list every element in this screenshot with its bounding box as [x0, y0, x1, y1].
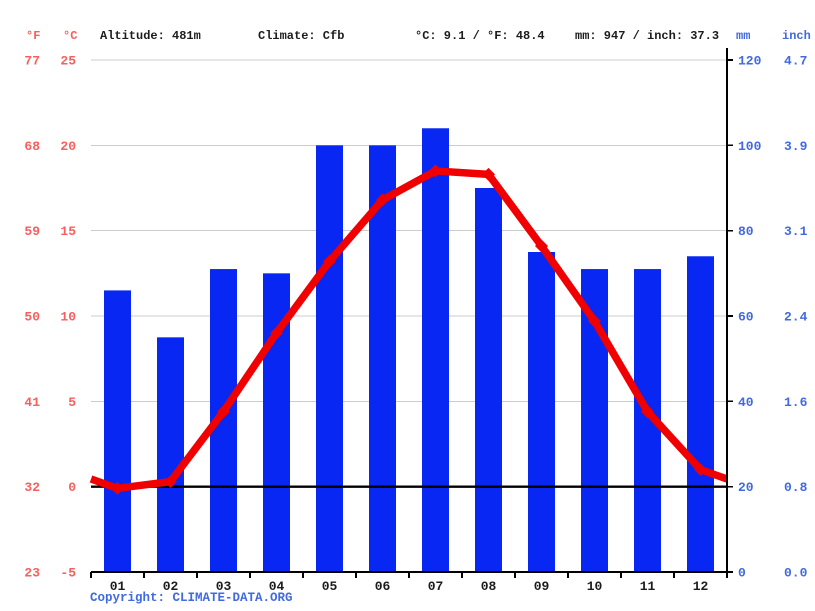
inch-unit-label: inch	[782, 29, 811, 43]
temp-marker	[535, 239, 548, 253]
celsius-tick-label: 20	[60, 139, 76, 154]
avg-temperature-label: °C: 9.1 / °F: 48.4	[415, 29, 545, 43]
month-label: 05	[322, 579, 338, 594]
temp-marker	[164, 475, 177, 489]
precip-bar	[157, 337, 184, 572]
fahrenheit-tick-label: 41	[24, 395, 40, 410]
inch-tick-label: 3.1	[784, 224, 808, 239]
temp-line	[89, 167, 729, 493]
copyright-line: Copyright: CLIMATE-DATA.ORG	[90, 591, 293, 605]
temp-marker	[270, 326, 283, 340]
mm-tick-label: 60	[738, 310, 754, 325]
inch-tick-label: 1.6	[784, 395, 808, 410]
celsius-tick-label: 15	[60, 224, 76, 239]
precip-bar	[475, 188, 502, 572]
month-label: 07	[428, 579, 444, 594]
mm-tick-label: 0	[738, 566, 746, 581]
month-label: 09	[534, 579, 550, 594]
fahrenheit-tick-label: 77	[24, 54, 40, 69]
fahrenheit-unit-label: °F	[26, 29, 41, 43]
mm-tick-label: 80	[738, 224, 754, 239]
temp-marker	[323, 254, 336, 268]
fahrenheit-tick-label: 32	[24, 480, 40, 495]
precip-bar	[422, 128, 449, 572]
altitude-label: Altitude: 481m	[100, 29, 201, 43]
precip-bar	[104, 290, 131, 572]
inch-tick-label: 2.4	[784, 310, 808, 325]
month-label: 04	[269, 579, 285, 594]
month-label: 06	[375, 579, 391, 594]
temp-marker	[376, 193, 389, 207]
celsius-tick-label: 5	[68, 395, 76, 410]
fahrenheit-tick-label: 23	[24, 566, 40, 581]
copyright-prefix: Copyright:	[90, 591, 173, 605]
celsius-tick-label: 25	[60, 54, 76, 69]
mm-tick-label: 20	[738, 480, 754, 495]
month-label: 02	[163, 579, 179, 594]
copyright-link[interactable]: CLIMATE-DATA.ORG	[172, 591, 293, 605]
mm-unit-label: mm	[736, 29, 751, 43]
precip-bar	[316, 145, 343, 573]
total-precip-label: mm: 947 / inch: 37.3	[575, 29, 720, 43]
temp-marker	[217, 405, 230, 419]
precip-bar	[528, 252, 555, 572]
mm-tick-label: 120	[738, 54, 762, 69]
month-label: 08	[481, 579, 497, 594]
fahrenheit-tick-label: 68	[24, 139, 40, 154]
inch-tick-label: 3.9	[784, 139, 808, 154]
precip-bar	[687, 256, 714, 572]
temp-marker	[429, 164, 442, 178]
temp-marker	[482, 167, 495, 181]
fahrenheit-tick-label: 59	[24, 224, 40, 239]
temp-marker	[694, 463, 707, 477]
climate-type-label: Climate: Cfb	[258, 29, 345, 43]
inch-tick-label: 4.7	[784, 54, 807, 69]
temp-marker	[641, 405, 654, 419]
celsius-tick-label: -5	[60, 566, 76, 581]
month-label: 11	[640, 579, 656, 594]
fahrenheit-tick-label: 50	[24, 310, 40, 325]
month-label: 10	[587, 579, 603, 594]
precip-bar	[581, 269, 608, 572]
temp-marker	[588, 314, 601, 328]
inch-tick-label: 0.8	[784, 480, 808, 495]
celsius-tick-label: 0	[68, 480, 76, 495]
celsius-tick-label: 10	[60, 310, 76, 325]
celsius-unit-label: °C	[63, 29, 78, 43]
temp-marker	[111, 481, 124, 495]
mm-tick-label: 40	[738, 395, 754, 410]
mm-tick-label: 100	[738, 139, 762, 154]
month-label: 12	[693, 579, 709, 594]
inch-tick-label: 0.0	[784, 566, 808, 581]
month-label: 03	[216, 579, 232, 594]
precip-bar	[369, 145, 396, 573]
month-label: 01	[110, 579, 126, 594]
